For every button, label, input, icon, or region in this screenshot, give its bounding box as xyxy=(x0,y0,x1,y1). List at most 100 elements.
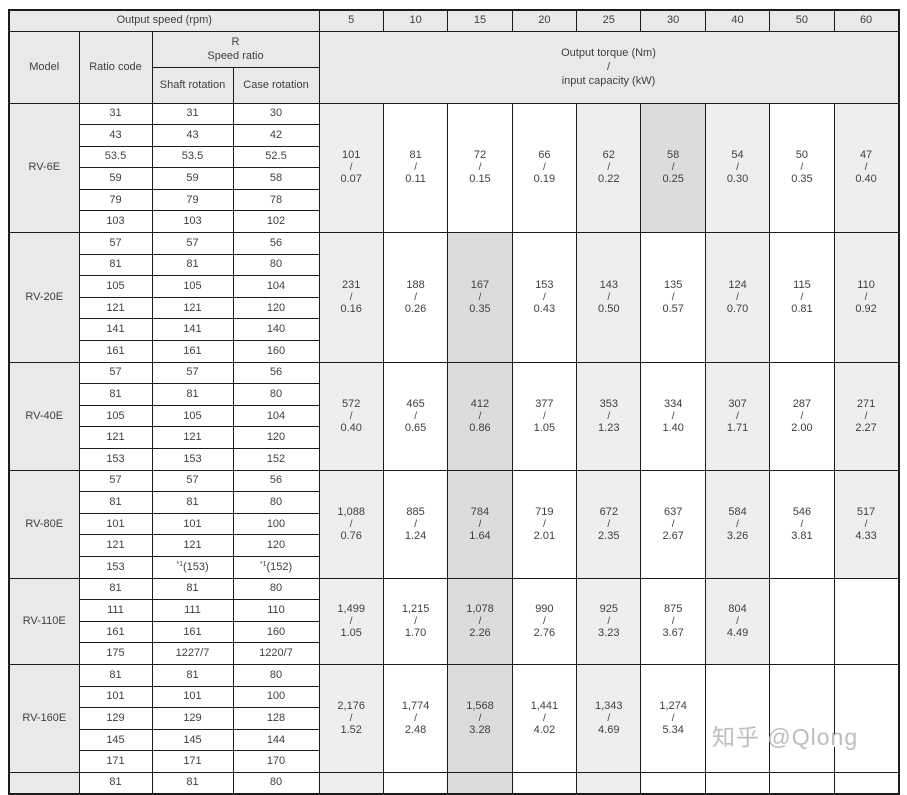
torque-value: 50 xyxy=(795,149,809,162)
torque-capacity-slash: / xyxy=(349,615,353,627)
torque-capacity-cell: 784/1.64 xyxy=(447,469,513,579)
case-rotation-cell: 120 xyxy=(232,426,320,449)
torque-capacity-cell xyxy=(833,577,900,665)
torque-value: 719 xyxy=(535,505,554,518)
model-name-cell: RV-80E xyxy=(8,469,80,579)
model-name-cell: RV-40E xyxy=(8,361,80,471)
torque-capacity-cell xyxy=(382,771,449,795)
torque-value: 1,774 xyxy=(401,699,430,712)
torque-value: 1,499 xyxy=(337,602,365,615)
shaft-rotation-cell: 81 xyxy=(151,491,234,514)
capacity-value: 0.65 xyxy=(404,421,427,434)
torque-capacity-cell: 465/0.65 xyxy=(382,361,449,471)
ratio-row: 153 *1(153) *1(152) xyxy=(9,555,899,579)
case-rotation-cell: 80 xyxy=(232,771,320,795)
capacity-value: 1.40 xyxy=(662,421,684,434)
capacity-value: 3.26 xyxy=(726,529,749,542)
torque-capacity-cell: 54/0.30 xyxy=(704,102,771,234)
ratio-code-cell: 111 xyxy=(78,599,153,622)
capacity-value: 0.76 xyxy=(340,529,362,542)
torque-capacity-cell: 672/2.35 xyxy=(576,469,642,579)
torque-capacity-slash: / xyxy=(800,162,804,174)
capacity-value: 4.49 xyxy=(726,626,749,639)
torque-value: 115 xyxy=(793,278,811,291)
case-rotation-cell: 100 xyxy=(232,512,320,536)
column-header-row-upper: Model Ratio code R Speed ratio Output to… xyxy=(8,30,900,104)
ratio-row: 121 121 120 xyxy=(9,426,899,449)
torque-capacity-cell xyxy=(833,771,900,795)
torque-value: 143 xyxy=(599,278,618,291)
column-header-row-lower: Shaft rotation Case rotation xyxy=(9,66,899,104)
torque-capacity-slash: / xyxy=(414,410,417,422)
capacity-value: 3.23 xyxy=(598,626,620,639)
torque-capacity-cell xyxy=(511,771,578,795)
case-rotation-cell: 58 xyxy=(232,167,320,190)
ratio-code-cell: 145 xyxy=(78,728,153,752)
shaft-rotation-cell: 145 xyxy=(151,728,234,752)
capacity-value: 4.02 xyxy=(533,723,556,736)
torque-capacity-cell: 271/2.27 xyxy=(833,361,900,471)
shaft-rotation-cell: 57 xyxy=(151,232,234,255)
capacity-value: 0.57 xyxy=(662,302,684,315)
capacity-value: 2.67 xyxy=(662,529,684,542)
shaft-rotation-cell: 103 xyxy=(151,210,234,234)
ratio-code-column-header: Ratio code xyxy=(78,30,153,104)
speed-ratio-label: Speed ratio xyxy=(207,50,264,62)
torque-value: 377 xyxy=(535,397,554,410)
torque-value: 188 xyxy=(406,278,425,291)
ratio-code-cell: 59 xyxy=(78,167,153,190)
case-rotation-cell: 102 xyxy=(232,210,320,234)
torque-capacity-slash: / xyxy=(736,410,739,422)
shaft-rotation-cell: 101 xyxy=(151,685,234,709)
torque-capacity-cell: 81/0.11 xyxy=(382,102,449,234)
capacity-value: 2.27 xyxy=(855,421,877,434)
ratio-row: 53.5 53.5 52.5 xyxy=(9,145,899,169)
torque-capacity-cell: 1,078/2.26 xyxy=(447,577,513,665)
torque-value: 271 xyxy=(856,397,876,410)
torque-capacity-slash: / xyxy=(542,162,546,174)
torque-capacity-slash: / xyxy=(800,518,804,530)
case-rotation-cell: 80 xyxy=(232,663,320,687)
torque-capacity-slash: / xyxy=(478,162,482,174)
shaft-rotation-cell: 121 xyxy=(151,296,234,320)
shaft-rotation-cell: 79 xyxy=(151,188,234,212)
torque-value: 58 xyxy=(667,149,680,162)
capacity-value: 0.25 xyxy=(662,173,684,186)
torque-value: 62 xyxy=(602,149,615,162)
capacity-value: 2.01 xyxy=(533,529,556,542)
torque-capacity-cell: 143/0.50 xyxy=(576,232,642,363)
torque-capacity-cell xyxy=(318,771,384,795)
ratio-code-cell: 101 xyxy=(78,685,153,709)
ratio-row: 79 79 78 xyxy=(9,188,899,212)
shaft-rotation-cell: 81 xyxy=(151,577,234,601)
torque-capacity-cell: 377/1.05 xyxy=(511,361,578,471)
torque-value: 66 xyxy=(538,149,551,162)
footnote-marker: *1 xyxy=(176,560,183,568)
capacity-value: 0.07 xyxy=(340,173,362,186)
case-rotation-cell: 152 xyxy=(232,448,320,471)
torque-capacity-slash: / xyxy=(542,615,546,627)
torque-value: 1,441 xyxy=(530,699,559,712)
ratio-code-cell: 81 xyxy=(78,663,153,687)
capacity-value: 0.92 xyxy=(855,302,877,315)
torque-capacity-slash: / xyxy=(478,291,482,303)
capacity-value: 2.76 xyxy=(533,626,556,639)
torque-capacity-cell: 58/0.25 xyxy=(640,102,706,234)
speed-ratio-r: R xyxy=(231,36,240,48)
ratio-code-cell: 57 xyxy=(78,469,153,493)
shaft-rotation-cell: 121 xyxy=(151,426,234,449)
speed-col-header-20: 20 xyxy=(511,9,578,32)
capacity-value: 2.00 xyxy=(791,421,813,434)
torque-value: 307 xyxy=(728,397,747,410)
ratio-row: 101 101 100 xyxy=(9,685,899,709)
torque-capacity-cell: 167/0.35 xyxy=(447,232,513,363)
watermark: 知乎 @Qlong xyxy=(712,724,859,750)
torque-value: 990 xyxy=(535,602,554,615)
capacity-value: 0.81 xyxy=(791,302,813,315)
torque-capacity-slash: / xyxy=(671,162,675,174)
capacity-value: 0.22 xyxy=(598,173,620,186)
torque-capacity-cell: 124/0.70 xyxy=(704,232,771,363)
torque-capacity-slash: / xyxy=(478,518,482,530)
torque-capacity-slash: / xyxy=(671,615,675,627)
case-rotation-cell: 160 xyxy=(232,620,320,644)
